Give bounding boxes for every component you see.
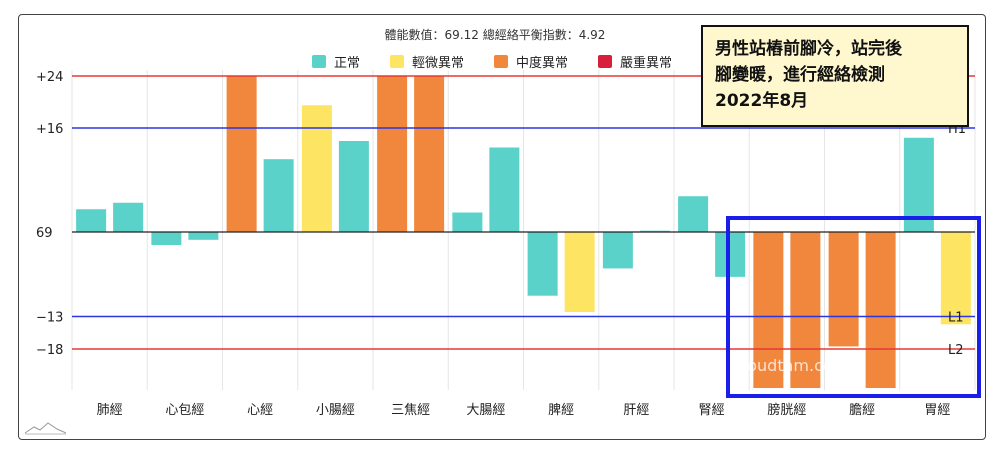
bar-心經-2 (263, 159, 294, 232)
legend-label: 正常 (334, 56, 360, 71)
bar-腎經-2 (715, 232, 746, 277)
legend[interactable]: 正常 輕微異常 中度異常 嚴重異常 (312, 55, 672, 71)
x-tick-label: 心包經 (165, 403, 204, 418)
bar-膽經-2 (865, 232, 896, 388)
bar-脾經-2 (564, 232, 595, 312)
x-tick-label: 大腸經 (466, 403, 505, 418)
legend-swatch (390, 55, 404, 68)
x-tick-label: 脾經 (548, 403, 574, 418)
bar-肺經-1 (76, 209, 107, 232)
bar-心包經-2 (188, 232, 219, 240)
mountain-logo-icon (24, 422, 67, 435)
x-tick-label: 肝經 (623, 403, 649, 418)
watermark: cloudtam.com (734, 356, 849, 375)
x-tick-label: 心經 (247, 403, 273, 418)
legend-swatch (494, 55, 508, 68)
bar-小腸經-2 (338, 141, 369, 232)
reference-line-label: L2 (948, 343, 964, 358)
y-tick-label: −13 (36, 311, 63, 326)
legend-item[interactable]: 輕微異常 (390, 55, 464, 71)
y-tick-label: −18 (36, 343, 63, 358)
bar-大腸經-2 (489, 147, 520, 232)
x-tick-label: 小腸經 (316, 403, 355, 418)
x-tick-label: 腎經 (699, 403, 725, 418)
bar-心經-1 (226, 76, 257, 232)
legend-item[interactable]: 中度異常 (494, 55, 568, 71)
bar-小腸經-1 (301, 105, 332, 232)
x-tick-label: 三焦經 (391, 403, 430, 418)
annotation-note: 男性站樁前腳冷，站完後 腳變暖，進行經絡檢測 2022年8月 (701, 25, 969, 127)
bar-膀胱經-2 (790, 232, 821, 388)
note-line-3: 2022年8月 (715, 91, 809, 111)
bar-肝經-2 (639, 230, 670, 232)
legend-label: 輕微異常 (412, 56, 464, 71)
bar-三焦經-2 (414, 76, 445, 232)
axes: +24 +16 69 −13 −18 肺經 心包經 心經 小腸經 三焦經 大腸經 脾經 肝經 腎經 膀胱經 膽… (36, 70, 975, 418)
legend-swatch (598, 55, 612, 68)
bar-膀胱經-1 (753, 232, 784, 388)
y-tick-label: +24 (36, 70, 63, 85)
bar-胃經-2 (940, 232, 971, 325)
legend-item[interactable]: 正常 (312, 55, 360, 71)
note-line-1: 男性站樁前腳冷，站完後 (715, 39, 902, 59)
chart-frame (18, 14, 986, 440)
bar-大腸經-1 (452, 212, 483, 232)
bar-三焦經-1 (377, 76, 408, 232)
x-tick-label: 胃經 (924, 403, 950, 418)
legend-label: 中度異常 (516, 55, 568, 71)
legend-label: 嚴重異常 (620, 55, 672, 71)
bars (76, 76, 971, 388)
x-tick-label: 肺經 (97, 403, 123, 418)
bar-心包經-1 (151, 232, 182, 245)
bar-肝經-1 (602, 232, 633, 269)
x-tick-label: 膽經 (849, 403, 875, 418)
reference-line-label: L1 (948, 311, 964, 326)
y-tick-label: +16 (36, 122, 63, 137)
chart-subtitle: 體能數值：69.12 總經絡平衡指數：4.92 (385, 27, 606, 42)
legend-item[interactable]: 嚴重異常 (598, 55, 672, 71)
bar-脾經-1 (527, 232, 558, 296)
note-line-2: 腳變暖，進行經絡檢測 (715, 65, 885, 85)
bar-腎經-1 (678, 196, 709, 232)
y-tick-label: 69 (36, 226, 53, 241)
highlight-box (726, 216, 981, 398)
bar-肺經-2 (113, 202, 144, 232)
legend-swatch (312, 55, 326, 68)
x-tick-label: 膀胱經 (767, 402, 806, 418)
bar-膽經-1 (828, 232, 859, 347)
